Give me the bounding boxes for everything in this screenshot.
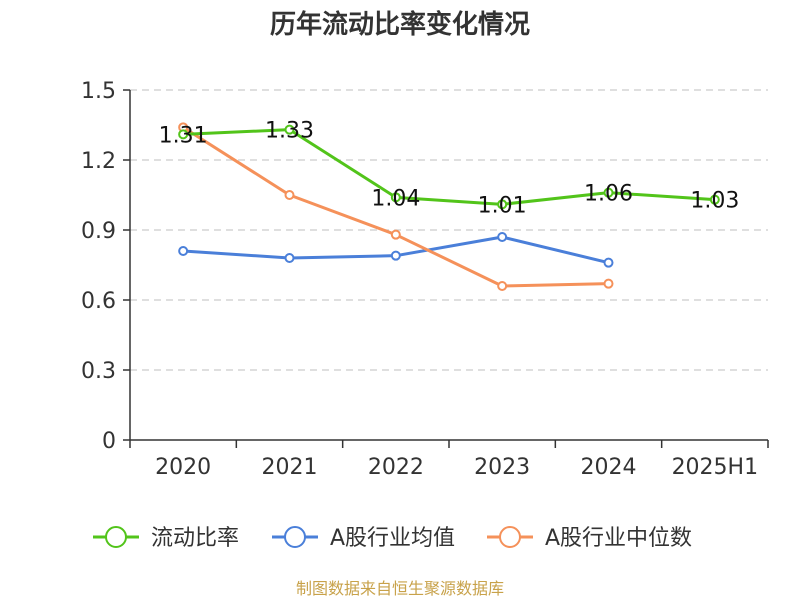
data-point[interactable] <box>178 129 189 140</box>
data-point[interactable] <box>603 257 614 268</box>
series-1 <box>178 232 614 268</box>
legend-label: 流动比率 <box>151 526 239 551</box>
x-tick-label: 2021 <box>262 455 318 480</box>
y-tick-label: 1.2 <box>81 149 116 174</box>
data-point[interactable] <box>709 194 720 205</box>
x-tick-label: 2022 <box>368 455 424 480</box>
data-point[interactable] <box>497 232 508 242</box>
data-point[interactable] <box>390 229 401 240</box>
x-tick-label: 2023 <box>474 455 530 480</box>
data-point[interactable] <box>284 253 295 263</box>
data-label: 1.33 <box>265 119 314 144</box>
y-tick-label: 0 <box>102 429 116 454</box>
series-0 <box>178 124 720 210</box>
series-lines <box>178 122 720 291</box>
x-tick-label: 2024 <box>581 455 637 480</box>
data-label: 1.04 <box>371 186 420 211</box>
legend-item[interactable]: A股行业中位数 <box>487 526 692 551</box>
y-tick-label: 0.6 <box>81 289 116 314</box>
axes: 0 0.3 0.6 0.9 1.2 1.5 2020 2021 2022 2023 2024 2025… <box>81 79 769 480</box>
x-tick-label: 2025H1 <box>672 455 759 480</box>
data-point[interactable] <box>390 250 401 261</box>
legend-item[interactable]: A股行业均值 <box>272 526 455 551</box>
data-point[interactable] <box>178 246 189 256</box>
legend-item[interactable]: 流动比率 <box>93 526 239 551</box>
grid <box>130 89 768 371</box>
series-line <box>183 128 715 206</box>
legend-label: A股行业均值 <box>330 526 455 551</box>
data-labels: 1.31 1.33 1.04 1.01 1.06 1.03 <box>159 119 740 219</box>
legend-marker <box>105 526 127 548</box>
y-tick-label: 1.5 <box>81 79 116 104</box>
data-point[interactable] <box>603 187 614 198</box>
data-point[interactable] <box>284 124 295 135</box>
legend-marker <box>499 526 521 548</box>
data-label: 1.06 <box>584 182 633 207</box>
legend-label: A股行业中位数 <box>545 526 692 551</box>
y-tick-label: 0.3 <box>81 359 116 384</box>
source-note: 制图数据来自恒生聚源数据库 <box>296 579 504 598</box>
data-point[interactable] <box>284 190 295 200</box>
y-tick-label: 0.9 <box>81 219 116 244</box>
data-label: 1.31 <box>159 123 208 148</box>
series-2 <box>178 122 614 291</box>
data-label: 1.03 <box>690 189 739 214</box>
data-point[interactable] <box>497 199 508 210</box>
data-label: 1.01 <box>478 193 527 218</box>
data-point[interactable] <box>497 281 508 291</box>
chart-title: 历年流动比率变化情况 <box>270 9 530 40</box>
legend-marker <box>284 526 306 548</box>
legend[interactable]: 流动比率 A股行业均值 A股行业中位数 <box>93 526 692 551</box>
x-tick-label: 2020 <box>155 455 211 480</box>
data-point[interactable] <box>390 192 401 203</box>
data-point[interactable] <box>603 278 614 289</box>
